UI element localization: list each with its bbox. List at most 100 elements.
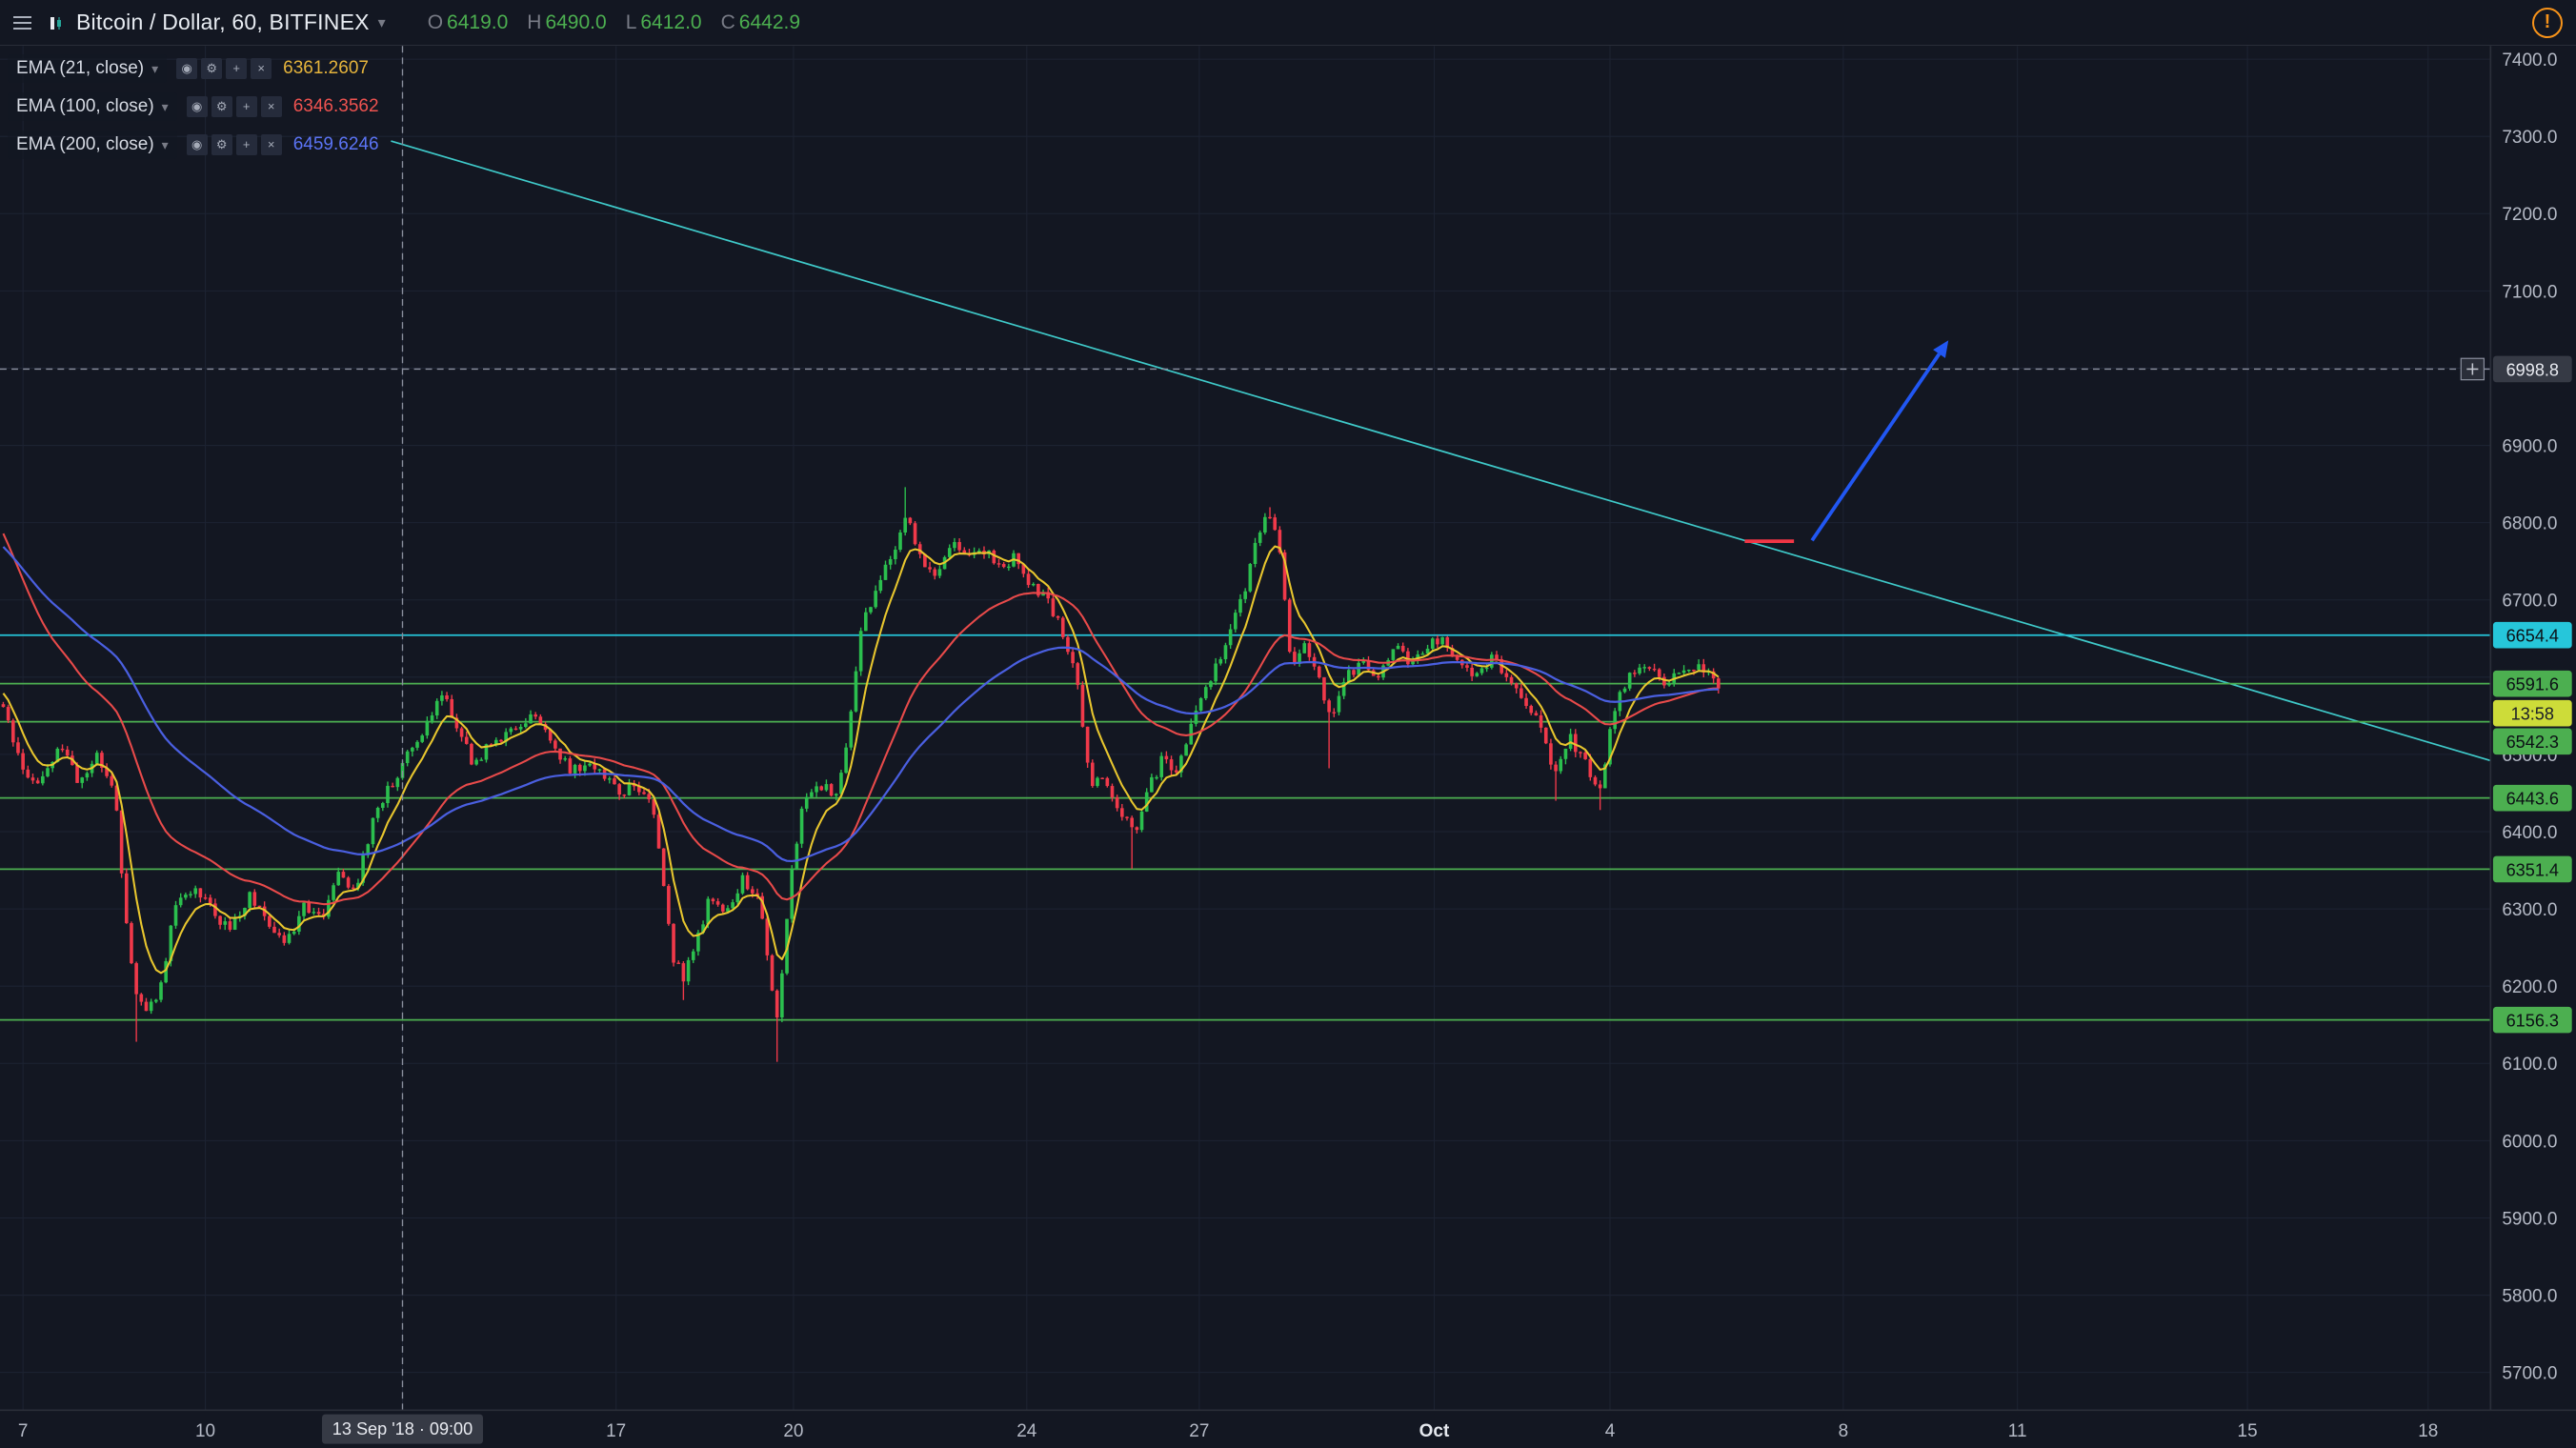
time-tick-label: 8: [1839, 1421, 1849, 1441]
caret-down-icon: ▾: [151, 60, 159, 76]
price-tick-label: 6300.0: [2502, 900, 2557, 920]
indicator-value: 6361.2607: [283, 58, 369, 78]
grid: [0, 46, 2491, 1411]
add-icon[interactable]: +: [235, 134, 257, 155]
crosshair-plus-icon[interactable]: [2460, 357, 2485, 381]
chart-logo-icon: [48, 13, 67, 32]
ema-lines: [2, 533, 1720, 975]
svg-text:6654.4: 6654.4: [2506, 627, 2559, 646]
svg-text:6156.3: 6156.3: [2506, 1012, 2559, 1031]
candlestick-series: [1, 487, 1721, 1062]
close-icon[interactable]: ×: [260, 134, 282, 155]
settings-icon[interactable]: ⚙: [211, 96, 232, 117]
price-badge: [2492, 1006, 2572, 1034]
close-label: C: [720, 10, 735, 33]
price-tick-label: 5800.0: [2502, 1286, 2557, 1306]
crosshair: [0, 46, 2491, 1411]
time-tick-label: 15: [2238, 1421, 2258, 1441]
price-badge: [2492, 784, 2572, 812]
eye-icon[interactable]: ◉: [176, 58, 198, 79]
symbol-button[interactable]: Bitcoin / Dollar, 60, BITFINEX ▾: [76, 10, 386, 35]
price-axis[interactable]: 5700.0 5800.0 5900.0 6000.0 6100.0 6200.0 6300…: [2489, 46, 2576, 1448]
price-badge: [2492, 621, 2572, 649]
indicator-value: 6459.6246: [292, 134, 379, 154]
time-tick-label: 27: [1189, 1421, 1209, 1441]
time-tick-label: 24: [1016, 1421, 1036, 1441]
price-tick-label: 6400.0: [2502, 823, 2557, 843]
price-tick-label: 7400.0: [2502, 50, 2557, 70]
menu-icon[interactable]: [13, 7, 38, 39]
svg-text:6443.6: 6443.6: [2506, 790, 2559, 809]
symbol-title: Bitcoin / Dollar, 60, BITFINEX: [76, 10, 370, 34]
price-badge: [2492, 699, 2572, 727]
arrow-up-drawing[interactable]: [1810, 340, 1949, 542]
indicator-actions: ◉ ⚙ + ×: [176, 58, 272, 79]
close-value: 6442.9: [738, 10, 801, 33]
add-icon[interactable]: +: [226, 58, 248, 79]
price-badge: [2492, 355, 2572, 383]
indicator-row: EMA (200, close) ▾ ◉ ⚙ + × 6459.6246: [8, 130, 379, 160]
caret-down-icon: ▾: [161, 136, 169, 152]
add-icon[interactable]: +: [235, 96, 257, 117]
indicator-label: EMA (21, close): [16, 58, 145, 78]
svg-text:6998.8: 6998.8: [2506, 360, 2559, 379]
indicator-title-button[interactable]: EMA (21, close) ▾: [8, 54, 168, 83]
svg-text:6542.3: 6542.3: [2506, 733, 2559, 752]
indicator-label: EMA (200, close): [16, 134, 154, 154]
high-label: H: [527, 10, 542, 33]
ohlc-readout: O 6419.0 H 6490.0 L 6412.0 C 6442.9: [428, 11, 819, 34]
indicator-actions: ◉ ⚙ + ×: [186, 134, 282, 155]
indicator-title-button[interactable]: EMA (200, close) ▾: [8, 131, 177, 159]
price-tick-label: 7200.0: [2502, 205, 2557, 225]
indicator-value: 6346.3562: [292, 96, 379, 116]
descending-trendline-drawing[interactable]: [391, 140, 2491, 762]
close-icon[interactable]: ×: [260, 96, 282, 117]
time-tick-label: 18: [2418, 1421, 2438, 1441]
svg-text:13 Sep '18 · 09:00: 13 Sep '18 · 09:00: [332, 1419, 473, 1438]
price-tick-label: 5900.0: [2502, 1209, 2557, 1229]
svg-text:6591.6: 6591.6: [2506, 675, 2559, 694]
eye-icon[interactable]: ◉: [186, 96, 208, 117]
indicator-row: EMA (21, close) ▾ ◉ ⚙ + × 6361.2607: [8, 53, 379, 84]
crosshair-time-badge: [322, 1414, 483, 1444]
high-value: 6490.0: [545, 10, 607, 33]
price-tick-label: 6100.0: [2502, 1055, 2557, 1075]
indicator-actions: ◉ ⚙ + ×: [186, 96, 282, 117]
svg-text:13:58: 13:58: [2511, 705, 2554, 724]
time-tick-label: 17: [606, 1421, 626, 1441]
price-tick-label: 6800.0: [2502, 514, 2557, 534]
price-tick-label: 7100.0: [2502, 282, 2557, 302]
eye-icon[interactable]: ◉: [186, 134, 208, 155]
caret-down-icon: ▾: [161, 98, 169, 114]
price-tick-label: 6200.0: [2502, 977, 2557, 997]
indicator-legend: EMA (21, close) ▾ ◉ ⚙ + × 6361.2607 EMA …: [8, 53, 379, 160]
low-value: 6412.0: [640, 10, 702, 33]
time-tick-label: 11: [2008, 1421, 2027, 1441]
time-tick-label: 20: [783, 1421, 803, 1441]
indicator-label: EMA (100, close): [16, 96, 154, 116]
low-label: L: [625, 10, 637, 33]
time-tick-label: Oct: [1419, 1421, 1450, 1441]
svg-text:6351.4: 6351.4: [2506, 860, 2559, 879]
open-value: 6419.0: [447, 10, 509, 33]
indicator-title-button[interactable]: EMA (100, close) ▾: [8, 92, 177, 121]
indicator-row: EMA (100, close) ▾ ◉ ⚙ + × 6346.3562: [8, 91, 379, 122]
open-label: O: [427, 10, 444, 33]
settings-icon[interactable]: ⚙: [211, 134, 232, 155]
warning-icon[interactable]: !: [2532, 7, 2563, 38]
caret-down-icon: ▾: [377, 14, 386, 31]
settings-icon[interactable]: ⚙: [201, 58, 223, 79]
price-badge: [2492, 670, 2572, 697]
price-badge: [2492, 855, 2572, 883]
time-tick-label: 10: [195, 1421, 215, 1441]
time-tick-label: 7: [18, 1421, 29, 1441]
close-icon[interactable]: ×: [251, 58, 272, 79]
horizontal-price-lines[interactable]: [0, 634, 2491, 1021]
price-tick-label: 6900.0: [2502, 436, 2557, 456]
price-tick-label: 6000.0: [2502, 1132, 2557, 1152]
toolbar-top: Bitcoin / Dollar, 60, BITFINEX ▾ O 6419.…: [0, 0, 2576, 46]
price-badge: [2492, 728, 2572, 755]
time-axis[interactable]: 7 10 17 20 24 27 Oct 4 8 11 15 18 13 Sep '18 · 09:00: [0, 1409, 2576, 1448]
